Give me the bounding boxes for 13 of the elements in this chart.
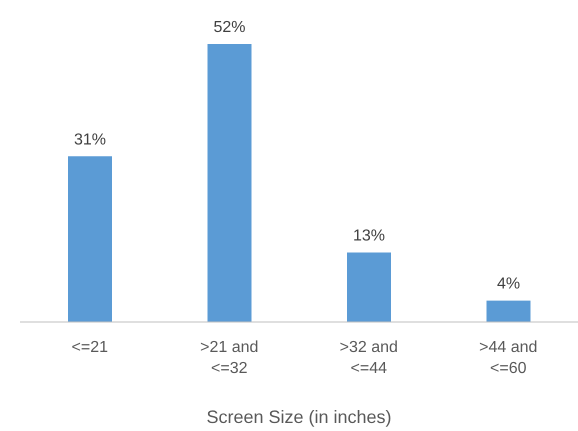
- x-tick-label: <=21: [72, 339, 108, 356]
- x-axis-title: Screen Size (in inches): [206, 407, 392, 427]
- bar: [68, 156, 112, 322]
- x-tick-label: >21 and <=32: [200, 339, 258, 377]
- x-tick-label: >44 and <=60: [479, 339, 538, 377]
- bar: [486, 300, 530, 322]
- data-label: 13%: [352, 228, 386, 244]
- data-label: 52%: [213, 19, 246, 36]
- bar: [347, 252, 391, 322]
- x-tick-label: >32 and <=44: [340, 339, 398, 377]
- data-label: 4%: [496, 276, 520, 293]
- data-label: 31%: [74, 131, 106, 148]
- bar: [208, 44, 252, 322]
